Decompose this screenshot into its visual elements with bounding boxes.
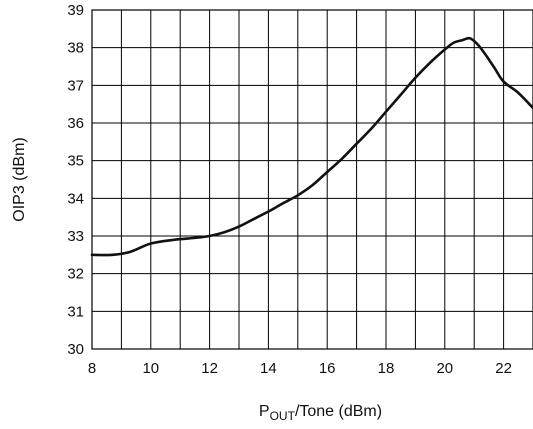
y-tick-label: 30 — [67, 341, 84, 358]
x-axis-label: POUT/Tone (dBm) — [259, 403, 382, 423]
y-tick-label: 37 — [67, 77, 84, 94]
x-axis-label-main: P — [259, 403, 270, 420]
x-tick-label: 10 — [142, 360, 159, 377]
x-tick-label: 8 — [88, 360, 96, 377]
oip3-curve — [90, 36, 533, 257]
x-tick-label: 14 — [260, 360, 277, 377]
x-tick-label: 12 — [201, 360, 218, 377]
x-tick-label: 16 — [319, 360, 336, 377]
y-tick-label: 32 — [67, 266, 84, 283]
x-tick-label: 20 — [436, 360, 453, 377]
x-tick-labels: 8 10 12 14 16 18 20 22 — [88, 360, 512, 377]
grid — [91, 9, 533, 350]
y-tick-labels: 30 31 32 33 34 35 36 37 38 39 — [67, 2, 84, 358]
x-tick-label: 18 — [378, 360, 395, 377]
x-axis-label-sub: OUT — [270, 409, 296, 423]
x-axis-label-rest: /Tone (dBm) — [295, 403, 382, 420]
y-tick-label: 35 — [67, 153, 84, 170]
y-tick-label: 36 — [67, 115, 84, 132]
y-tick-label: 39 — [67, 2, 84, 19]
y-tick-label: 33 — [67, 228, 84, 245]
plot-frame — [91, 9, 533, 350]
y-tick-label: 38 — [67, 40, 84, 57]
y-axis-label: OIP3 (dBm) — [11, 137, 28, 221]
x-tick-label: 22 — [495, 360, 512, 377]
y-tick-label: 31 — [67, 303, 84, 320]
y-tick-label: 34 — [67, 190, 84, 207]
